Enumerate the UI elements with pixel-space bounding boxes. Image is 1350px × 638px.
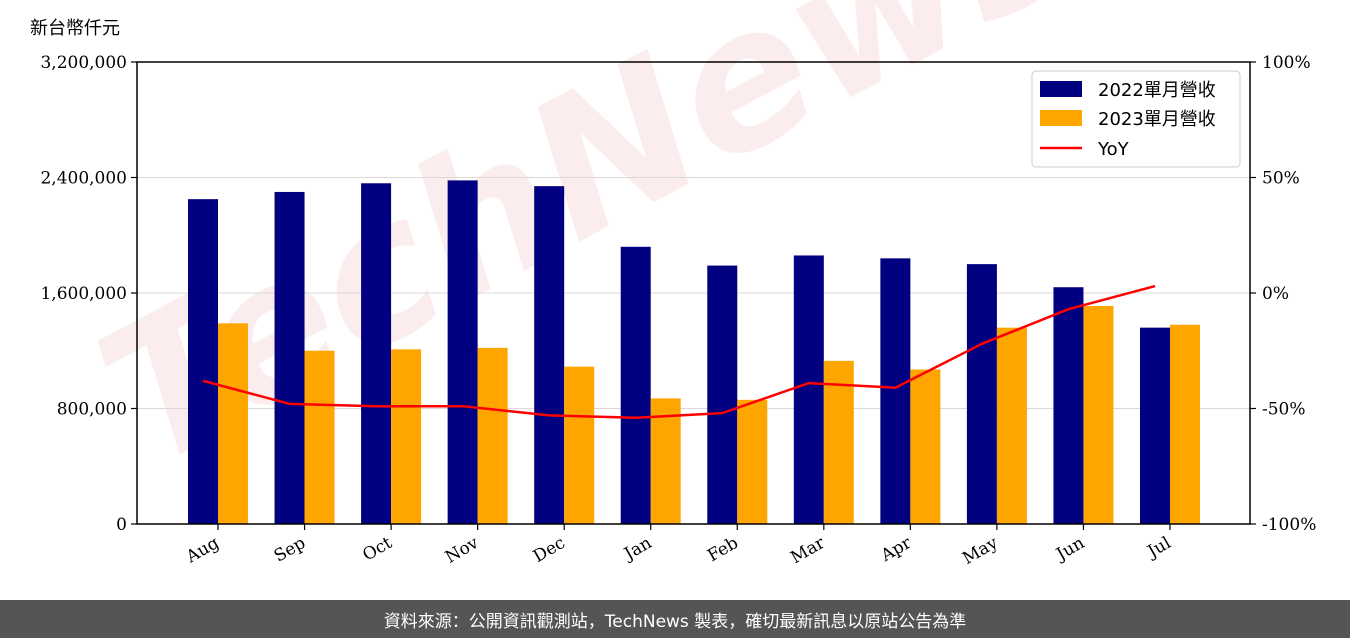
source-footer: 資料來源：公開資訊觀測站，TechNews 製表，確切最新訊息以原站公告為準 <box>0 600 1350 638</box>
legend-swatch <box>1040 81 1082 97</box>
y2-tick-label: 100% <box>1262 53 1311 73</box>
bar-2022 <box>274 191 305 524</box>
x-tick-label: Mar <box>787 533 829 569</box>
x-tick-label: Oct <box>359 533 395 566</box>
bar-2022 <box>966 264 997 524</box>
bar-2022 <box>1053 287 1084 524</box>
bar-2022 <box>1140 327 1170 524</box>
bar-2023 <box>823 360 854 524</box>
bar-2023 <box>304 350 335 524</box>
legend-label: 2023單月營收 <box>1098 109 1216 130</box>
y-tick-label: 800,000 <box>57 400 127 420</box>
y2-tick-label: 50% <box>1262 169 1300 189</box>
yoy-line <box>202 284 1156 419</box>
bar-2023 <box>391 349 422 524</box>
source-footer-text: 資料來源：公開資訊觀測站，TechNews 製表，確切最新訊息以原站公告為準 <box>383 611 967 632</box>
legend-label: YoY <box>1097 139 1130 160</box>
bar-2022 <box>534 186 565 524</box>
y-tick-label: 1,600,000 <box>40 284 127 304</box>
x-tick-label: Sep <box>271 533 309 567</box>
y-tick-label: 2,400,000 <box>40 169 127 189</box>
bar-2022 <box>620 246 651 525</box>
x-tick-label: Jan <box>619 533 655 565</box>
x-tick-label: May <box>959 533 1002 569</box>
bar-2023 <box>737 399 768 524</box>
x-tick-label: Apr <box>877 533 916 567</box>
y2-tick-label: -50% <box>1262 400 1306 420</box>
x-tick-label: Jun <box>1051 533 1088 566</box>
legend-label: 2022單月營收 <box>1098 80 1216 101</box>
y2-tick-label: 0% <box>1262 284 1289 304</box>
bar-2023 <box>218 323 248 524</box>
x-tick-label: Dec <box>530 533 569 567</box>
bar-2023 <box>650 398 681 524</box>
bar-2023 <box>564 366 595 524</box>
bar-2022 <box>188 199 218 524</box>
bar-2023 <box>910 369 941 524</box>
x-tick-label: Jul <box>1143 533 1175 563</box>
bar-2022 <box>447 180 478 524</box>
bar-2023 <box>996 327 1027 524</box>
bar-2022 <box>880 258 911 524</box>
bar-2023 <box>1083 305 1114 524</box>
bar-2023 <box>1170 324 1200 524</box>
bar-2022 <box>707 265 738 524</box>
legend-swatch <box>1040 110 1082 126</box>
yoy-line-layer <box>202 284 1156 419</box>
y-tick-label: 3,200,000 <box>40 53 127 73</box>
y-tick-label: 0 <box>116 515 127 535</box>
legend-box <box>1031 70 1241 168</box>
revenue-chart: TechNews 0800,0001,600,0002,400,0003,200… <box>30 0 1316 569</box>
bar-2022 <box>361 183 392 524</box>
bar-2023 <box>477 347 508 524</box>
x-tick-label: Aug <box>182 533 223 568</box>
x-tick-label: Nov <box>442 533 482 568</box>
bars <box>188 180 1200 525</box>
y-axis-label: 新台幣仟元 <box>30 18 120 39</box>
y2-tick-label: -100% <box>1262 515 1316 535</box>
x-tick-label: Feb <box>704 533 742 566</box>
legend: 2022單月營收 2023單月營收 YoY <box>1031 70 1241 168</box>
bar-2022 <box>793 255 824 524</box>
